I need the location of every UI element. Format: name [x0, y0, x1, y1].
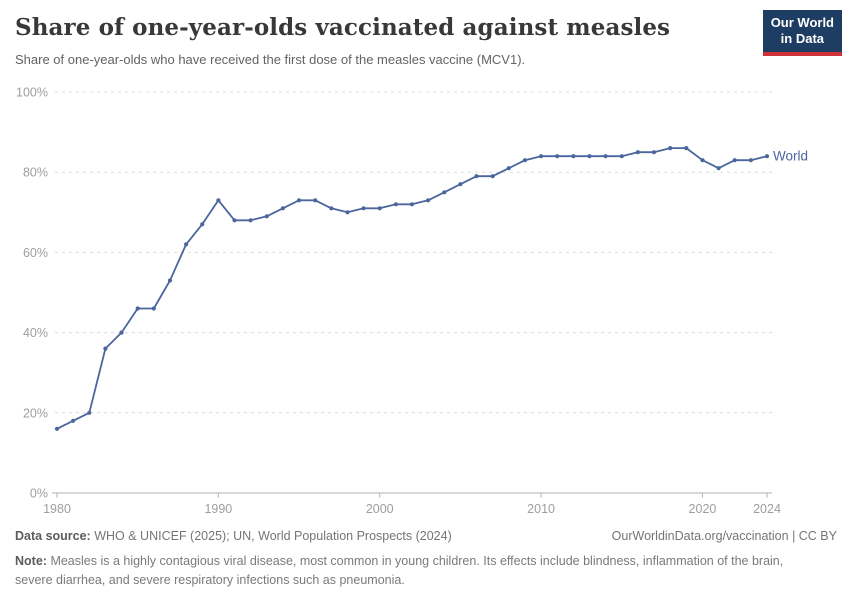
data-point [748, 158, 754, 163]
series-label: World [773, 149, 808, 164]
data-point [490, 174, 495, 179]
data-point [603, 154, 608, 159]
y-axis-tick-label: 20% [23, 406, 48, 420]
data-point [506, 166, 511, 171]
data-point [732, 158, 737, 163]
chart-subtitle: Share of one-year-olds who have received… [15, 52, 526, 67]
data-point [167, 278, 173, 283]
data-point [474, 174, 479, 179]
data-point [700, 158, 705, 163]
data-point [216, 198, 221, 203]
x-axis-tick-label: 2010 [527, 502, 555, 516]
data-point [135, 306, 140, 311]
data-point [764, 154, 770, 159]
data-point [635, 150, 641, 155]
data-point [54, 426, 60, 431]
x-axis-tick-label: 2020 [689, 502, 717, 516]
x-axis-tick-label: 1980 [43, 502, 71, 516]
data-point [329, 206, 334, 211]
data-source-label: Data source: [15, 529, 91, 543]
owid-logo[interactable]: Our World in Data [762, 10, 842, 56]
data-point [651, 150, 657, 155]
data-point [361, 206, 366, 211]
x-axis-tick-label: 2000 [366, 502, 394, 516]
data-point [119, 330, 124, 335]
footer-note: Note: Measles is a highly contagious vir… [15, 552, 821, 590]
y-axis-tick-label: 40% [23, 326, 48, 340]
data-point [442, 190, 447, 195]
footer-source-row: Data source: WHO & UNICEF (2025); UN, Wo… [15, 529, 837, 543]
data-point [103, 346, 108, 351]
data-point [87, 410, 92, 415]
data-point [296, 198, 302, 203]
note-label: Note: [15, 554, 47, 568]
x-axis-tick-label: 1990 [204, 502, 232, 516]
series-line [56, 147, 768, 430]
data-point [345, 210, 350, 215]
data-point [232, 218, 237, 223]
data-point [539, 154, 544, 159]
y-axis-tick-label: 100% [16, 86, 48, 100]
y-axis-tick-label: 0% [30, 487, 48, 501]
data-point [409, 202, 415, 207]
data-point [522, 158, 528, 163]
data-point [71, 418, 76, 423]
data-point [184, 242, 189, 247]
data-source-text: WHO & UNICEF (2025); UN, World Populatio… [94, 529, 452, 543]
data-source: Data source: WHO & UNICEF (2025); UN, Wo… [15, 529, 452, 543]
x-axis-tick-label: 2024 [753, 502, 781, 516]
data-point [587, 154, 592, 159]
page-title: Share of one-year-olds vaccinated agains… [15, 14, 671, 41]
data-point [393, 202, 398, 207]
credit-link[interactable]: OurWorldinData.org/vaccination | CC BY [611, 529, 837, 543]
y-axis-tick-label: 60% [23, 246, 48, 260]
data-point [280, 206, 285, 211]
data-point [248, 218, 253, 223]
data-point [458, 182, 463, 187]
logo-line-1: Our World [770, 15, 834, 30]
data-point [684, 146, 689, 151]
data-point [426, 198, 431, 203]
data-point [313, 198, 318, 203]
line-chart: 0% 20% 40% 60% 80% 100% 1980 1990 2000 2010 2020 20… [16, 86, 808, 517]
logo-line-2: in Data [780, 31, 825, 47]
data-point [264, 214, 269, 219]
data-point [668, 146, 673, 151]
data-point [151, 306, 156, 311]
data-point [619, 154, 624, 159]
data-point [555, 154, 560, 159]
data-point [200, 222, 205, 227]
note-text: Measles is a highly contagious viral dis… [15, 554, 784, 587]
data-point [716, 166, 721, 171]
data-point [571, 154, 576, 159]
y-axis-tick-label: 80% [23, 166, 48, 180]
data-point [377, 206, 382, 211]
